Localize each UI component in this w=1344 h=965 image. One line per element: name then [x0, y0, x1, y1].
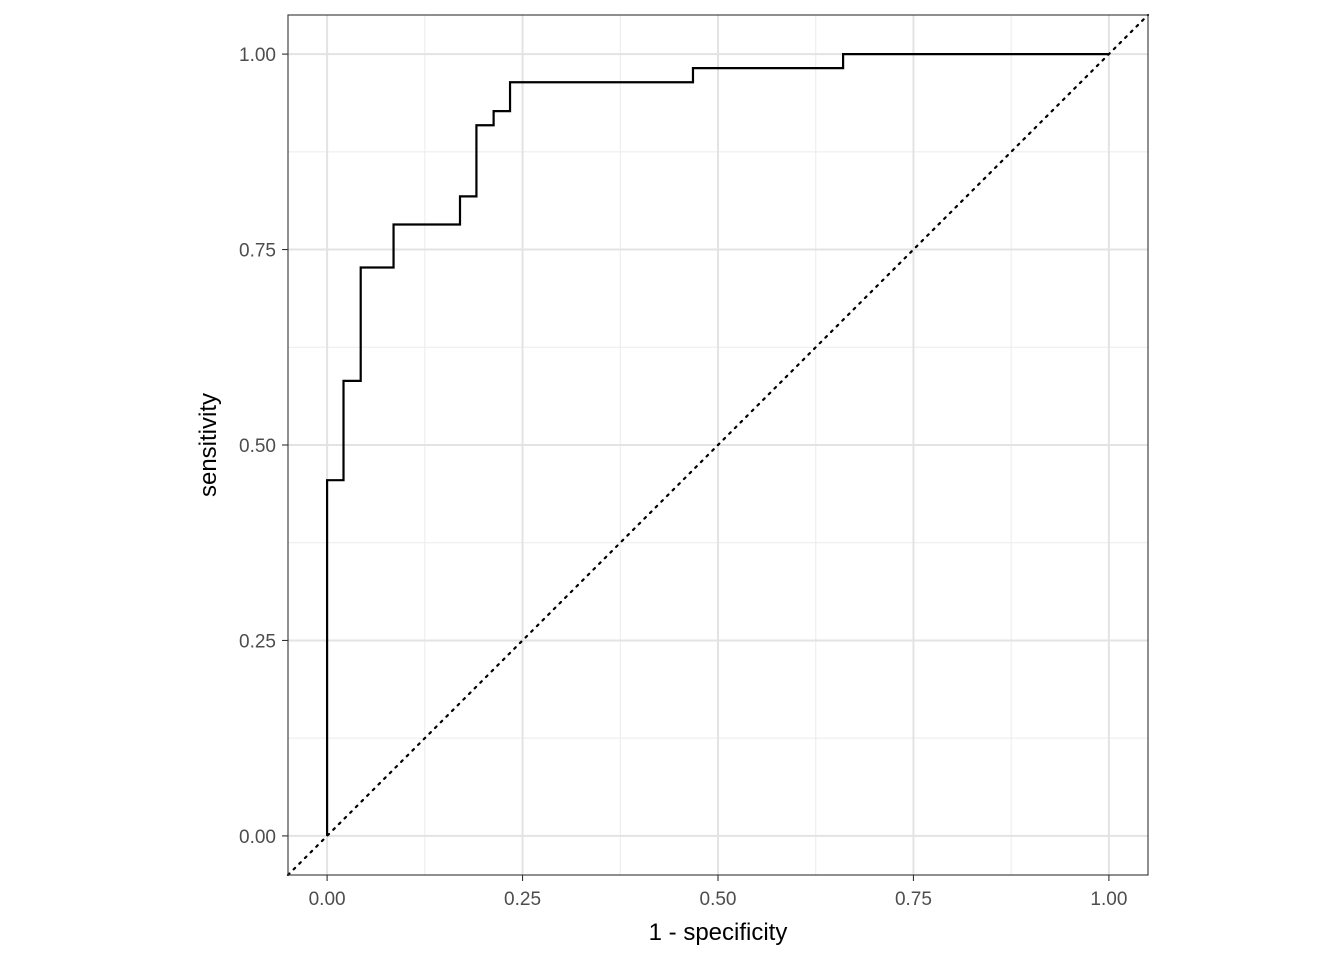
- series-layer: [325, 52, 1109, 836]
- reference-diagonal: [286, 13, 1150, 877]
- x-axis-title: 1 - specificity: [649, 919, 788, 946]
- x-tick-label: 1.00: [1090, 889, 1127, 910]
- y-tick-label: 0.50: [239, 436, 276, 457]
- x-tick-label: 0.25: [504, 889, 541, 910]
- x-tick-label: 0.00: [309, 889, 346, 910]
- x-tick-label: 0.75: [895, 889, 932, 910]
- y-axis-ticks: 0.00 0.25 0.50 0.75 1.00: [239, 45, 288, 848]
- y-tick-label: 0.75: [239, 241, 276, 262]
- y-tick-label: 0.25: [239, 631, 276, 652]
- y-tick-label: 1.00: [239, 45, 276, 66]
- y-tick-label: 0.00: [239, 827, 276, 848]
- x-tick-label: 0.50: [700, 889, 737, 910]
- x-axis-ticks: 0.00 0.25 0.50 0.75 1.00: [309, 875, 1127, 910]
- reference-line-layer: [286, 13, 1150, 877]
- roc-curve: [325, 52, 1109, 836]
- major-gridlines: [288, 15, 1148, 875]
- y-axis-title: sensitivity: [195, 393, 222, 497]
